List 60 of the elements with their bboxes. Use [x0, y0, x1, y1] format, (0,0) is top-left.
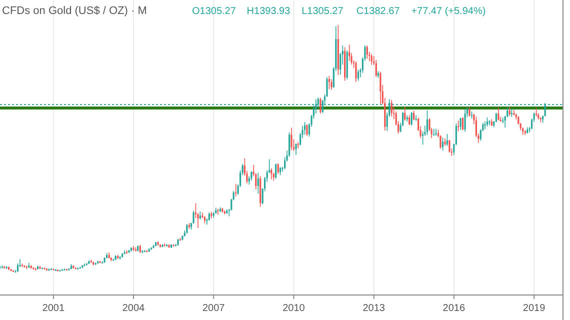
candlestick	[288, 132, 290, 158]
candlestick	[468, 106, 470, 118]
candlestick	[502, 117, 504, 124]
candlestick	[404, 106, 406, 121]
candlestick	[484, 120, 486, 130]
candlestick	[304, 122, 306, 136]
candlestick	[250, 170, 252, 181]
candlestick	[390, 99, 392, 117]
candlestick	[366, 45, 368, 60]
candlestick	[235, 183, 237, 197]
x-tick-label: 2001	[42, 303, 65, 314]
candlestick	[426, 110, 428, 136]
candlestick	[192, 210, 194, 224]
candlestick	[375, 59, 377, 78]
candlestick	[540, 116, 542, 123]
candlestick	[458, 120, 460, 132]
x-tick-label: 2016	[442, 303, 466, 314]
x-tick-label: 2007	[202, 303, 226, 314]
text: H1393.93	[246, 6, 291, 17]
text: C1382.67	[356, 6, 400, 17]
candlestick	[488, 120, 490, 126]
candlestick	[186, 224, 188, 234]
text: L1305.27	[302, 6, 344, 17]
candlestick	[290, 127, 292, 151]
candlestick	[328, 75, 330, 90]
candlestick	[210, 211, 212, 219]
candlestick	[410, 112, 412, 126]
x-tick-label: 2010	[282, 303, 306, 314]
candlestick	[446, 134, 448, 146]
candlestick	[370, 54, 372, 66]
chart-title: CFDs on Gold (US$ / OZ) · M	[2, 5, 147, 17]
candlestick	[355, 60, 357, 82]
candlestick	[460, 117, 462, 130]
candlestick	[435, 128, 437, 136]
text: +77.47 (+5.94%)	[411, 6, 486, 17]
candlestick	[513, 110, 515, 116]
candlestick	[464, 108, 466, 132]
candlestick	[412, 110, 415, 120]
candlestick	[320, 97, 322, 114]
candlestick	[275, 163, 277, 180]
candlestick	[119, 256, 121, 260]
x-tick-label: 2004	[122, 303, 146, 314]
x-tick-label: 2013	[362, 303, 386, 314]
candlestick	[357, 69, 360, 82]
candlestick	[348, 44, 350, 62]
candlestick	[408, 114, 410, 126]
candlestick	[442, 136, 444, 151]
candlestick	[297, 142, 299, 149]
candlestick	[462, 116, 464, 131]
candlestick	[415, 115, 417, 122]
text: O1305.27	[192, 6, 236, 17]
candlestick	[498, 107, 500, 121]
candlestick	[295, 142, 297, 156]
candlestick	[330, 78, 332, 90]
candlestick	[217, 208, 219, 216]
candlestick	[306, 124, 308, 136]
candlestick	[380, 71, 382, 105]
x-tick-label: 2019	[522, 303, 546, 314]
candlestick	[448, 140, 450, 153]
candlestick	[257, 172, 259, 194]
